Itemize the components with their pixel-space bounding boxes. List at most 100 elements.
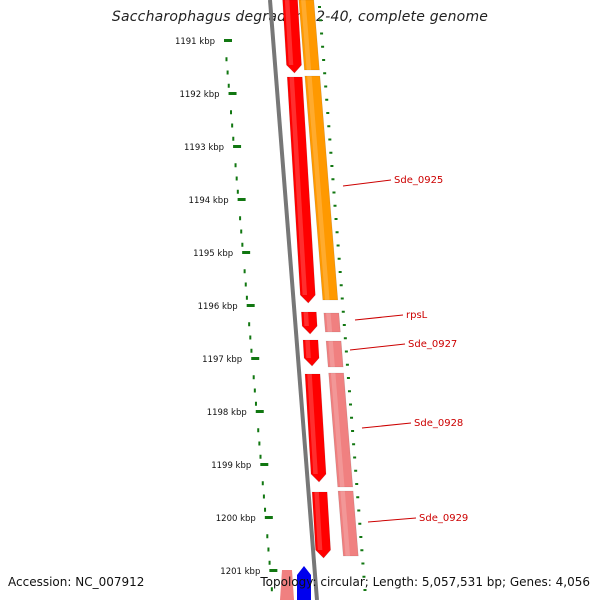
scale-tick-label: 1193 kbp — [184, 143, 224, 153]
gene-bar-pink-rpsl — [323, 312, 341, 333]
outer-scale-dot — [358, 522, 362, 525]
scale-dot — [268, 560, 271, 565]
scale-dot — [241, 242, 244, 247]
outer-scale-dot — [352, 443, 356, 446]
scale-tick-mark — [246, 304, 255, 307]
gene-arrow-sde0929-shine — [314, 492, 323, 550]
gene-label-sde0929: Sde_0929 — [419, 513, 468, 524]
outer-scale-dot — [353, 456, 357, 459]
outer-scale-dot — [322, 59, 326, 61]
gene-arrow-sde0924-shine — [284, 0, 294, 65]
scale-dot — [254, 401, 257, 406]
outer-scale-dot — [350, 416, 354, 419]
outer-scale-dot — [332, 191, 336, 194]
outer-scale-dot — [339, 284, 343, 287]
outer-scale-dot — [335, 231, 339, 234]
genome-summary-text: Topology: circular; Length: 5,057,531 bp… — [260, 575, 590, 589]
outer-scale-dot — [326, 112, 330, 114]
scale-dot — [259, 454, 262, 459]
gene-bar-orange-top-shine — [301, 0, 312, 70]
gene-arrow-sde0925a — [286, 76, 316, 304]
outer-scale-dot — [324, 85, 328, 88]
gene-label-leader — [367, 517, 417, 523]
scale-tick-mark — [260, 463, 269, 466]
genome-backbone-line — [268, 0, 319, 600]
gene-label-leader — [354, 314, 404, 321]
scale-dot — [266, 534, 269, 539]
scale-tick-mark — [255, 410, 264, 413]
outer-scale-dot — [356, 496, 360, 499]
scale-dot — [239, 216, 242, 221]
gene-bar-pink-bottom — [280, 570, 294, 600]
gene-arrow-sde0927-shine — [305, 340, 311, 358]
gene-arrow-sde0929 — [311, 491, 331, 559]
gene-bar-pink-0929-shine — [340, 491, 351, 556]
scale-tick-mark — [233, 145, 242, 148]
outer-scale-dot — [334, 218, 338, 220]
scale-tick-mark — [237, 198, 246, 201]
scale-tick-label: 1197 kbp — [202, 355, 242, 365]
outer-scale-dot — [343, 337, 347, 340]
accession-text: Accession: NC_007912 — [8, 575, 145, 589]
outer-scale-dot — [331, 178, 335, 181]
gene-label-sde0928: Sde_0928 — [414, 418, 463, 429]
scale-tick-mark — [224, 39, 232, 42]
gene-arrow-sde0925a-shine — [289, 77, 308, 295]
outer-scale-dot — [337, 257, 341, 260]
scale-tick-label: 1199 kbp — [211, 461, 251, 471]
outer-scale-dot — [346, 377, 350, 379]
scale-tick-label: 1196 kbp — [198, 302, 238, 312]
scale-dot — [253, 388, 256, 393]
scale-tick-mark — [269, 569, 278, 572]
scale-dot — [234, 163, 237, 168]
scale-dot — [243, 269, 246, 274]
scale-dot — [235, 176, 238, 181]
scale-dot — [262, 494, 265, 499]
gene-bar-pink-0927 — [325, 340, 344, 368]
scale-tick-label: 1192 kbp — [179, 90, 219, 100]
outer-scale-dot — [318, 6, 321, 8]
scale-tick-label: 1191 kbp — [175, 37, 215, 47]
gene-arrow-sde0924 — [282, 0, 302, 74]
scale-dot — [245, 295, 248, 300]
outer-scale-dot — [320, 32, 324, 35]
outer-scale-dot — [342, 324, 346, 326]
scale-tick-mark — [251, 357, 260, 360]
gene-arrow-blue — [297, 566, 311, 600]
scale-dot — [225, 57, 228, 62]
gene-bar-orange — [304, 75, 339, 301]
scale-dot — [267, 547, 270, 552]
scale-dot — [227, 83, 230, 88]
gene-label-leader — [342, 179, 392, 187]
outer-scale-dot — [330, 165, 334, 167]
outer-scale-dot — [336, 244, 340, 247]
scale-tick-label: 1201 kbp — [220, 567, 260, 577]
scale-tick-mark — [242, 251, 251, 254]
outer-scale-dot — [351, 430, 355, 432]
outer-scale-dot — [321, 45, 325, 48]
scale-tick-mark — [264, 516, 273, 519]
scale-tick-label: 1198 kbp — [207, 408, 247, 418]
outer-scale-dot — [345, 363, 349, 366]
scale-dot — [231, 123, 234, 128]
outer-scale-dot — [361, 562, 365, 565]
gene-arrow-sde0928-shine — [307, 374, 318, 474]
gene-label-sde0925: Sde_0925 — [394, 175, 443, 186]
outer-scale-dot — [344, 350, 348, 353]
gene-bar-pink-0928 — [328, 372, 354, 488]
outer-scale-dot — [341, 310, 345, 313]
outer-scale-dot — [327, 125, 331, 128]
gene-bar-pink-0928-shine — [330, 373, 345, 487]
outer-scale-dot — [357, 509, 361, 512]
outer-scale-dot — [328, 138, 332, 141]
scale-dot — [244, 282, 247, 287]
scale-dot — [248, 322, 251, 327]
outer-scale-dot — [340, 297, 344, 300]
outer-scale-dot — [347, 390, 351, 393]
gene-arrow-rpsl — [301, 311, 318, 335]
gene-label-leader — [361, 422, 412, 429]
outer-scale-dot — [359, 536, 363, 538]
gene-label-leader — [349, 343, 406, 351]
scale-tick-mark — [228, 92, 237, 95]
